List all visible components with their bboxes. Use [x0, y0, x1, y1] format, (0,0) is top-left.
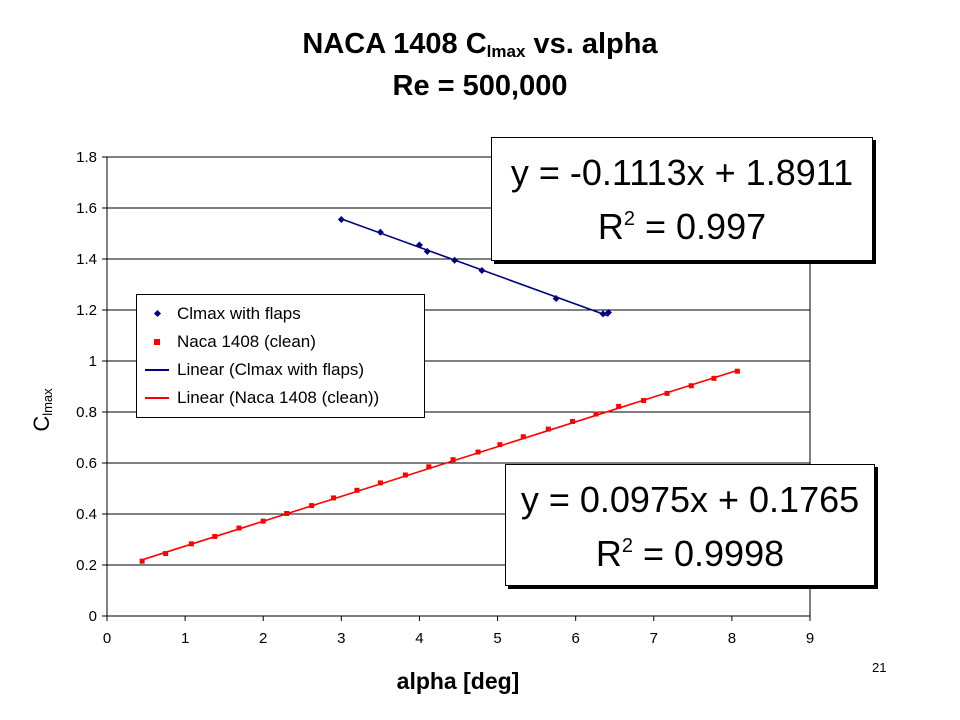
- y-axis-label: Clmax: [29, 388, 55, 432]
- data-point-flaps: [415, 241, 423, 249]
- data-point-clean: [331, 495, 337, 501]
- trendline: [341, 218, 609, 317]
- data-point-clean: [497, 442, 503, 448]
- y-tick-label: 0.4: [76, 506, 97, 523]
- data-point-clean: [570, 418, 576, 424]
- data-point-clean: [377, 480, 383, 486]
- data-point-clean: [163, 551, 169, 557]
- x-tick-label: 8: [728, 630, 736, 647]
- data-point-flaps: [376, 228, 384, 236]
- x-tick-label: 5: [493, 630, 501, 647]
- data-point-clean: [664, 390, 670, 396]
- data-point-flaps: [478, 266, 486, 274]
- data-point-clean: [475, 449, 481, 455]
- chart-subtitle: Re = 500,000: [392, 70, 568, 102]
- data-point-clean: [309, 503, 315, 509]
- chart-title: NACA 1408 Clmax vs. alpha: [302, 28, 658, 61]
- data-point-clean: [212, 533, 218, 539]
- y-tick-label: 0.8: [76, 404, 97, 421]
- data-point-clean: [236, 525, 242, 531]
- x-tick-label: 2: [259, 630, 267, 647]
- data-point-clean: [188, 541, 194, 547]
- data-point-flaps: [599, 310, 607, 318]
- x-tick-label: 6: [571, 630, 579, 647]
- y-tick-label: 1.6: [76, 200, 97, 217]
- y-tick-label: 1: [89, 353, 97, 370]
- y-tick-label: 1.2: [76, 302, 97, 319]
- data-point-flaps: [451, 256, 459, 264]
- data-point-clean: [426, 464, 432, 470]
- x-tick-label: 7: [650, 630, 658, 647]
- legend-item-flaps-linear: Linear (Clmax with flaps): [137, 356, 424, 384]
- y-tick-label: 0: [89, 608, 97, 625]
- data-point-flaps: [552, 295, 560, 303]
- data-point-clean: [260, 518, 266, 524]
- data-point-clean: [520, 434, 526, 440]
- data-point-clean: [734, 368, 740, 374]
- legend-item-flaps-markers: Clmax with flaps: [137, 300, 424, 328]
- legend-item-clean-markers: Naca 1408 (clean): [137, 328, 424, 356]
- data-point-clean: [641, 398, 647, 404]
- legend-item-clean-linear: Linear (Naca 1408 (clean)): [137, 384, 424, 412]
- x-tick-label: 9: [806, 630, 814, 647]
- equation-text: y = -0.1113x + 1.8911: [510, 152, 854, 193]
- legend-line-swatch: [145, 397, 169, 399]
- legend-square-marker: [154, 339, 160, 345]
- data-point-clean: [545, 426, 551, 432]
- x-tick-label: 0: [103, 630, 111, 647]
- y-tick-label: 0.2: [76, 557, 97, 574]
- data-point-clean: [402, 472, 408, 478]
- data-point-clean: [450, 457, 456, 463]
- plot-frame: [106, 156, 811, 617]
- equation-text: y = 0.0975x + 0.1765: [520, 479, 860, 520]
- r-squared-text: R2 = 0.9998: [595, 533, 785, 574]
- x-axis-label: alpha [deg]: [396, 668, 520, 694]
- legend-line-swatch: [145, 369, 169, 371]
- data-point-clean: [354, 487, 360, 493]
- legend-diamond-marker: [153, 309, 162, 318]
- data-point-clean: [139, 558, 145, 564]
- y-tick-label: 0.6: [76, 455, 97, 472]
- page-number: 21: [872, 660, 887, 675]
- y-tick-label: 1.4: [76, 251, 97, 268]
- data-point-clean: [616, 403, 622, 409]
- data-point-clean: [284, 510, 290, 516]
- r-squared-text: R2 = 0.997: [597, 206, 767, 247]
- data-point-flaps: [423, 247, 431, 255]
- data-point-clean: [688, 383, 694, 389]
- x-tick-label: 1: [181, 630, 189, 647]
- trendline-equation-clean: y = 0.0975x + 0.1765 R2 = 0.9998: [505, 464, 875, 586]
- data-point-flaps: [337, 215, 345, 223]
- y-tick-label: 1.8: [76, 149, 97, 166]
- data-point-clean: [711, 375, 717, 381]
- data-point-clean: [593, 411, 599, 417]
- x-tick-label: 3: [337, 630, 345, 647]
- data-point-flaps: [604, 309, 612, 317]
- trendline-equation-flaps: y = -0.1113x + 1.8911 R2 = 0.997: [491, 137, 873, 261]
- x-tick-label: 4: [415, 630, 423, 647]
- legend: Clmax with flaps Naca 1408 (clean) Linea…: [136, 294, 425, 418]
